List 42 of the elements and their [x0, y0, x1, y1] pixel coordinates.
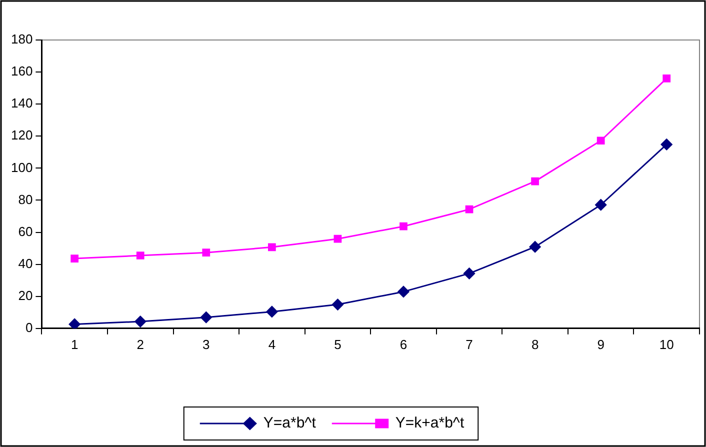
point	[266, 306, 278, 318]
y-tick-label: 140	[10, 96, 33, 111]
y-tick-label: 180	[10, 32, 33, 47]
point	[134, 316, 146, 328]
point	[662, 74, 671, 82]
y-tick-label: 120	[10, 128, 33, 143]
point	[202, 248, 210, 257]
y-tick-label: 80	[18, 192, 33, 207]
x-tick-label: 5	[334, 336, 342, 352]
x-tick-label: 2	[136, 336, 144, 352]
point	[529, 241, 541, 253]
point	[332, 298, 344, 310]
point	[464, 268, 476, 280]
x-tick-label: 7	[466, 336, 473, 352]
point	[595, 199, 607, 211]
point	[398, 286, 410, 298]
point	[334, 234, 342, 243]
y-tick-label: 40	[18, 256, 33, 271]
x-tick-label: 1	[70, 336, 78, 352]
x-tick-label: 4	[268, 336, 276, 352]
x-tick-label: 10	[659, 336, 674, 352]
point	[660, 138, 672, 150]
point	[531, 177, 539, 186]
legend-label: Y=a*b^t	[263, 414, 317, 432]
point	[268, 243, 276, 252]
x-tick-label: 9	[597, 336, 604, 352]
point	[200, 312, 212, 324]
point	[465, 205, 474, 214]
point	[70, 254, 79, 262]
x-tick-label: 6	[400, 336, 408, 352]
point	[68, 318, 80, 328]
point	[400, 222, 408, 230]
x-tick-label: 3	[202, 336, 210, 352]
legend-label: Y=k+a*b^t	[395, 414, 465, 432]
y-tick-label: 60	[18, 224, 33, 239]
y-tick-label: 160	[10, 64, 33, 79]
y-tick-label: 20	[18, 288, 33, 303]
y-tick-label: 0	[25, 320, 33, 335]
y-tick-label: 100	[10, 160, 33, 175]
point	[596, 136, 605, 145]
x-tick-label: 8	[531, 336, 539, 352]
point	[136, 252, 144, 260]
